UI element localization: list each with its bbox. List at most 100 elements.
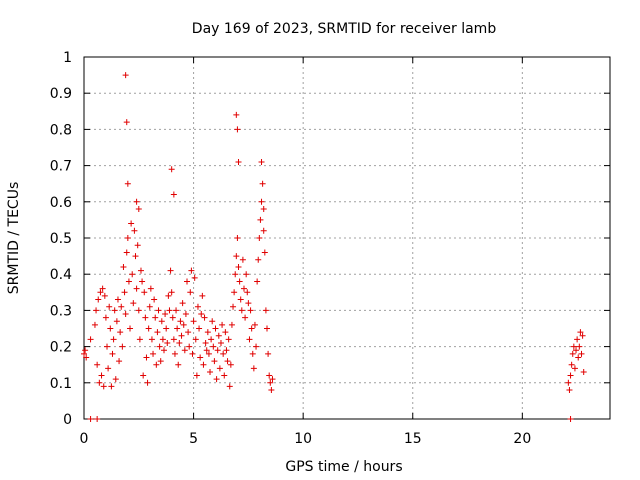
data-point	[246, 336, 253, 343]
data-point	[574, 336, 581, 343]
data-point	[156, 343, 163, 350]
x-tick-label: 10	[294, 431, 312, 447]
data-point	[158, 318, 165, 325]
data-point	[579, 332, 586, 339]
data-point	[122, 311, 129, 318]
data-point	[119, 343, 126, 350]
data-point	[135, 307, 142, 314]
data-point	[237, 296, 244, 303]
data-point	[569, 350, 576, 357]
data-point	[128, 220, 135, 227]
data-point	[109, 350, 116, 357]
y-tick-label: 0.8	[50, 122, 72, 138]
data-point	[147, 285, 154, 292]
data-point	[570, 343, 577, 350]
data-point	[176, 339, 183, 346]
data-point	[239, 256, 246, 263]
data-point	[143, 354, 150, 361]
data-point	[100, 383, 107, 390]
data-point	[96, 379, 103, 386]
data-point	[175, 361, 182, 368]
data-point	[220, 350, 227, 357]
data-point	[129, 271, 136, 278]
data-point	[170, 336, 177, 343]
data-point	[576, 343, 583, 350]
x-tick-label: 15	[404, 431, 422, 447]
data-point	[203, 347, 210, 354]
data-point	[571, 365, 578, 372]
data-point	[194, 303, 201, 310]
data-point	[225, 336, 232, 343]
x-tick-label: 0	[80, 431, 89, 447]
data-point	[234, 235, 241, 241]
data-point	[125, 278, 132, 285]
data-point	[140, 372, 147, 379]
data-point	[209, 318, 216, 325]
data-point	[98, 372, 105, 379]
data-point	[233, 253, 240, 260]
data-point	[139, 278, 146, 285]
axis-ticks: 00.10.20.30.40.50.60.70.80.910 5 10 15 20	[50, 50, 610, 447]
data-point	[566, 387, 573, 394]
data-point	[101, 292, 108, 299]
data-point	[117, 329, 124, 336]
data-point	[219, 321, 226, 328]
data-point	[87, 416, 94, 422]
data-point	[190, 318, 197, 325]
data-point	[104, 343, 111, 350]
data-point	[216, 365, 223, 372]
data-point	[135, 206, 142, 213]
data-point	[181, 347, 188, 354]
data-point	[202, 339, 209, 346]
data-point	[223, 347, 230, 354]
data-point	[221, 372, 228, 379]
data-point	[94, 361, 101, 368]
data-point	[162, 311, 169, 318]
data-point	[157, 358, 164, 365]
data-point	[258, 158, 265, 165]
data-point	[191, 274, 198, 281]
data-point	[251, 321, 258, 328]
data-point	[233, 111, 240, 118]
data-point	[97, 289, 104, 296]
data-point	[236, 278, 243, 285]
data-point	[573, 347, 580, 354]
data-point	[258, 198, 265, 205]
data-point	[240, 285, 247, 292]
data-point	[148, 336, 155, 343]
data-point	[93, 307, 100, 314]
data-point	[131, 227, 138, 234]
data-point	[232, 271, 239, 278]
data-point	[234, 126, 241, 133]
data-points	[81, 72, 587, 422]
data-point	[134, 242, 141, 249]
data-point	[211, 358, 218, 365]
y-tick-label: 0.3	[50, 303, 72, 319]
data-point	[217, 339, 224, 346]
data-point	[253, 343, 260, 350]
data-point	[142, 314, 149, 321]
data-point	[238, 307, 245, 314]
data-point	[177, 318, 184, 325]
data-point	[189, 350, 196, 357]
data-point	[215, 332, 222, 339]
data-point	[120, 263, 127, 270]
data-point	[110, 336, 117, 343]
data-point	[150, 350, 157, 357]
data-point	[255, 256, 262, 263]
data-point	[196, 325, 203, 332]
data-point	[83, 354, 90, 361]
data-point	[260, 206, 267, 213]
data-point	[141, 289, 148, 296]
data-point	[235, 263, 242, 270]
data-point	[152, 314, 159, 321]
data-point	[259, 180, 266, 187]
data-point	[578, 350, 585, 357]
data-point	[214, 347, 221, 354]
data-point	[168, 166, 175, 173]
data-point	[235, 158, 242, 165]
data-point	[180, 321, 187, 328]
data-point	[144, 379, 151, 386]
data-point	[122, 72, 129, 79]
data-point	[133, 285, 140, 292]
